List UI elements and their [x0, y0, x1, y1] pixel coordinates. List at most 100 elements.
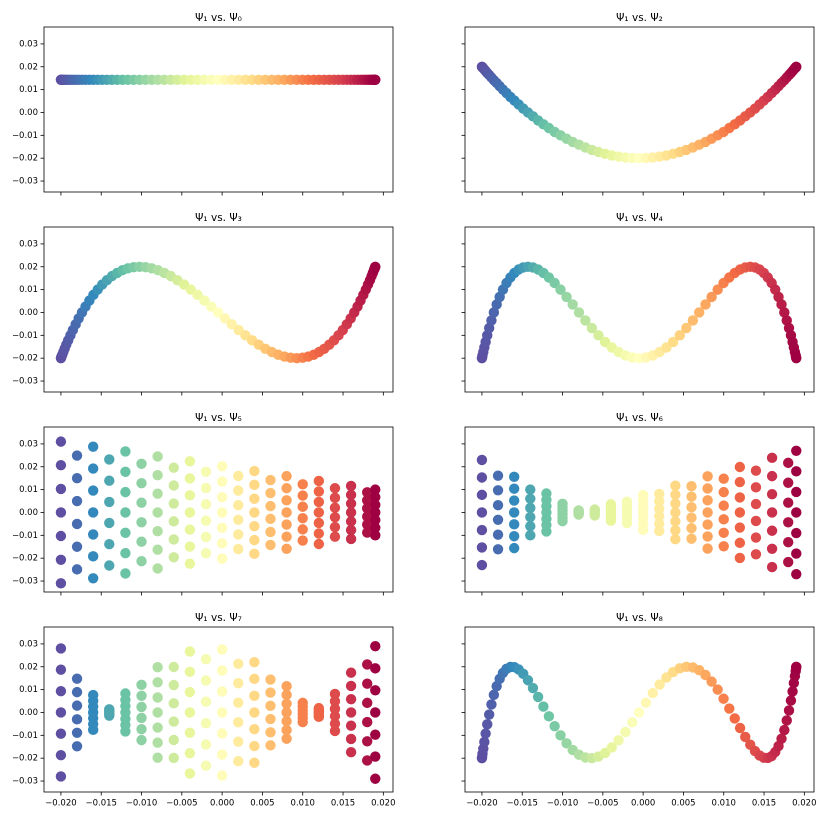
point [265, 687, 276, 698]
point [345, 498, 357, 509]
point [233, 470, 244, 482]
point [791, 61, 802, 72]
point [476, 489, 488, 501]
point [557, 498, 568, 509]
point [654, 525, 665, 537]
point [370, 773, 381, 784]
point [281, 733, 292, 744]
x-tick-label: −0.020 [45, 799, 76, 809]
point [706, 676, 717, 687]
subplot-title: Ψ₁ vs. Ψ₅ [195, 412, 242, 424]
point [779, 724, 790, 736]
point [71, 564, 83, 575]
point [525, 511, 536, 523]
point [71, 673, 83, 684]
point [233, 697, 244, 708]
point [766, 561, 778, 573]
point [313, 538, 325, 550]
point [783, 556, 794, 568]
point [370, 663, 381, 674]
point [791, 486, 802, 498]
point [265, 526, 276, 538]
point [750, 549, 762, 560]
y-tick-label: 0.02 [19, 462, 38, 472]
y-tick-label: 0.00 [19, 508, 38, 518]
point [345, 524, 357, 536]
axes-frame [464, 226, 815, 393]
point [508, 471, 520, 483]
point [136, 478, 147, 489]
point [538, 701, 549, 712]
point [87, 689, 99, 701]
point [200, 515, 212, 526]
point [184, 473, 196, 484]
point [370, 74, 381, 85]
point [281, 715, 292, 727]
point [168, 752, 179, 764]
point [281, 470, 292, 482]
y-tick-label: 0.03 [19, 239, 38, 249]
point [136, 701, 147, 713]
point [729, 713, 740, 724]
point [265, 539, 276, 551]
point [87, 463, 99, 474]
point [370, 484, 381, 495]
point [370, 491, 381, 503]
point [483, 709, 495, 720]
point [783, 477, 794, 488]
point [633, 707, 645, 718]
point [297, 535, 308, 546]
point [313, 528, 325, 539]
point [184, 707, 196, 718]
point [71, 518, 83, 530]
point [522, 675, 534, 686]
point [297, 512, 308, 524]
point [313, 507, 325, 518]
point [249, 520, 260, 532]
point [281, 519, 292, 530]
point [281, 495, 292, 506]
point [734, 461, 746, 473]
point [345, 747, 357, 758]
subplot-title: Ψ₁ vs. Ψ₇ [195, 612, 242, 624]
point [71, 450, 83, 461]
point [136, 712, 147, 724]
point [200, 696, 212, 707]
point [184, 456, 196, 467]
point [281, 531, 292, 542]
point [370, 685, 381, 696]
point [168, 734, 179, 746]
point [87, 573, 99, 584]
point [486, 315, 497, 326]
point [313, 475, 325, 487]
point [345, 694, 357, 705]
point [670, 480, 681, 491]
point [702, 507, 713, 518]
point [362, 511, 373, 522]
point [508, 483, 520, 494]
point [184, 490, 196, 501]
point [476, 507, 488, 518]
point [783, 705, 795, 716]
point [700, 299, 711, 310]
point [265, 513, 276, 525]
point [488, 307, 500, 318]
point [781, 715, 792, 726]
point [362, 736, 373, 747]
point [152, 707, 163, 718]
point [706, 291, 717, 303]
x-tick-label: 0.005 [671, 799, 695, 809]
x-tick-label: 0.000 [210, 799, 234, 809]
point [605, 499, 617, 510]
point [249, 656, 260, 668]
point [168, 679, 179, 691]
y-tick-label: 0.01 [19, 85, 38, 95]
point [734, 552, 746, 564]
point [120, 466, 131, 477]
point [200, 760, 212, 771]
point [776, 733, 787, 744]
x-tick-label: −0.005 [166, 799, 197, 809]
point [345, 480, 357, 492]
point [640, 697, 652, 708]
point [362, 755, 373, 766]
